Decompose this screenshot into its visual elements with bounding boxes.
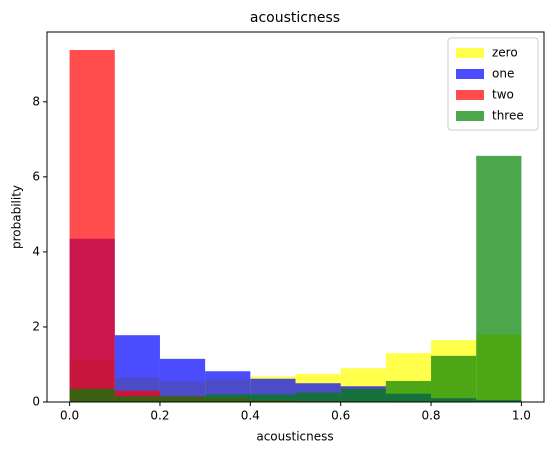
bar [69, 388, 115, 402]
bar [385, 380, 432, 402]
x-axis-label: acousticness [256, 430, 333, 444]
legend-box [447, 37, 539, 131]
y-axis-label: probability [10, 185, 24, 249]
bar [476, 155, 522, 402]
bar [69, 50, 115, 402]
bar [295, 392, 341, 402]
x-tick-label: 0.2 [150, 409, 169, 423]
bar [205, 394, 251, 402]
bar [159, 358, 206, 402]
y-tick-label: 0 [32, 395, 40, 409]
legend-label: zero [492, 46, 518, 60]
legend-swatch [456, 90, 484, 100]
bar [340, 388, 386, 402]
y-tick-label: 8 [32, 94, 40, 108]
bar [250, 394, 296, 402]
y-tick-label: 2 [32, 319, 40, 333]
y-tick-label: 6 [32, 169, 40, 183]
x-tick-label: 0.4 [241, 409, 260, 423]
x-tick-label: 0.0 [60, 409, 79, 423]
plot-frame [46, 31, 545, 403]
legend-swatch [456, 69, 484, 79]
x-tick-label: 1.0 [512, 409, 531, 423]
chart-title: acousticness [250, 10, 340, 26]
bar [114, 396, 160, 402]
bar [431, 355, 477, 402]
legend-label: one [492, 67, 514, 81]
x-tick-label: 0.6 [331, 409, 350, 423]
legend-label: two [492, 88, 514, 102]
legend-swatch [456, 48, 484, 58]
x-tick-label: 0.8 [421, 409, 440, 423]
bar [159, 396, 206, 402]
y-tick-label: 4 [32, 244, 40, 258]
legend-label: three [492, 109, 524, 123]
legend-swatch [456, 111, 484, 121]
